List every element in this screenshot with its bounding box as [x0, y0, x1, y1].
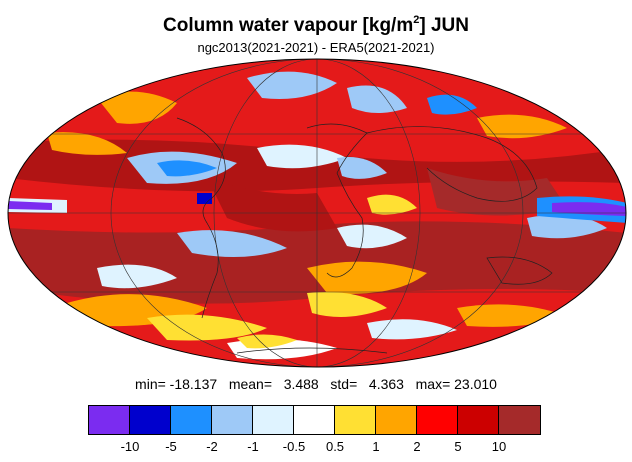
colorbar-tick-label: -1: [247, 439, 259, 454]
colorbar-tick-label: -0.5: [282, 439, 306, 454]
statistics-line: min= -18.137 mean= 3.488 std= 4.363 max=…: [135, 376, 497, 392]
colorbar-labels: -10 -5 -2 -1 -0.5 0.5 1 2 5 10: [0, 439, 632, 459]
colorbar-tick-label: 0.5: [325, 439, 345, 454]
colorbar-tick-label: 1: [372, 439, 380, 454]
colorbar-swatch: [89, 406, 130, 434]
colorbar-swatch: [253, 406, 294, 434]
colorbar-tick-label: -2: [206, 439, 218, 454]
colorbar-swatch: [294, 406, 335, 434]
colorbar-tick-label: -5: [165, 439, 177, 454]
colorbar-swatch: [130, 406, 171, 434]
mollweide-map: [7, 58, 627, 368]
figure-subtitle: ngc2013(2021-2021) - ERA5(2021-2021): [197, 40, 435, 55]
colorbar-swatch: [171, 406, 212, 434]
figure-title: Column water vapour [kg/m2] JUN: [163, 14, 469, 36]
colorbar-swatch: [376, 406, 417, 434]
colorbar-swatch: [458, 406, 499, 434]
colorbar-swatch: [335, 406, 376, 434]
colorbar-tick-label: 5: [454, 439, 462, 454]
colorbar-tick-label: -10: [120, 439, 140, 454]
colorbar: [88, 405, 541, 435]
colorbar-tick-label: 2: [413, 439, 421, 454]
colorbar-swatch: [499, 406, 540, 434]
colorbar-tick-label: 10: [491, 439, 507, 454]
colorbar-swatch: [212, 406, 253, 434]
colorbar-swatch: [417, 406, 458, 434]
